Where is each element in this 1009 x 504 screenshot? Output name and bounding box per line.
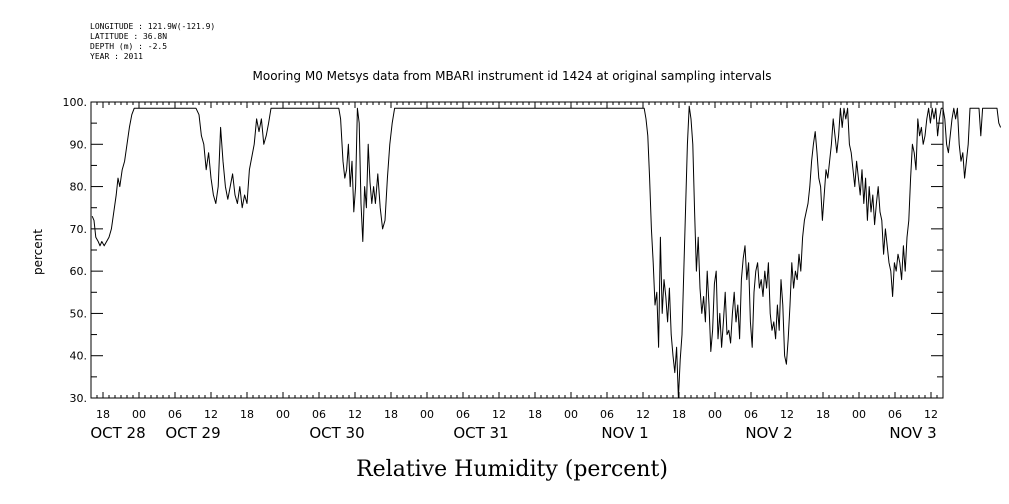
series-layer <box>91 105 1002 399</box>
y-tick-label: 70. <box>70 223 88 236</box>
x-date-label: OCT 31 <box>453 424 508 442</box>
humidity-series-line <box>91 105 1002 399</box>
x-tick-label: 12 <box>204 408 218 421</box>
x-tick-label: 18 <box>240 408 254 421</box>
x-tick-label: 06 <box>744 408 758 421</box>
x-tick-label: 12 <box>348 408 362 421</box>
x-tick-label: 06 <box>312 408 326 421</box>
x-date-label: NOV 1 <box>601 424 648 442</box>
x-tick-label: 12 <box>492 408 506 421</box>
x-axis-label: Relative Humidity (percent) <box>356 457 668 482</box>
y-tick-label: 60. <box>70 265 88 278</box>
plot-border <box>90 101 944 399</box>
metadata-header: LONGITUDE : 121.9W(-121.9) LATITUDE : 36… <box>90 22 215 62</box>
chart-title: Mooring M0 Metsys data from MBARI instru… <box>253 69 772 83</box>
y-tick-label: 80. <box>70 181 88 194</box>
x-tick-label: 00 <box>420 408 434 421</box>
y-tick-label: 40. <box>70 350 88 363</box>
plot-frame <box>90 101 944 399</box>
x-tick-label: 18 <box>816 408 830 421</box>
x-tick-label: 18 <box>528 408 542 421</box>
y-tick-label: 100. <box>63 96 88 109</box>
x-tick-label: 00 <box>564 408 578 421</box>
y-tick-label: 90. <box>70 138 88 151</box>
x-tick-label: 12 <box>924 408 938 421</box>
x-tick-label: 18 <box>96 408 110 421</box>
y-axis-label: percent <box>31 229 45 275</box>
longitude-text: LONGITUDE : 121.9W(-121.9) <box>90 22 216 31</box>
x-tick-label: 00 <box>852 408 866 421</box>
x-date-label: NOV 2 <box>745 424 792 442</box>
x-tick-label: 12 <box>636 408 650 421</box>
x-tick-label: 12 <box>780 408 794 421</box>
x-tick-label: 06 <box>600 408 614 421</box>
x-tick-label: 06 <box>888 408 902 421</box>
x-tick-label: 18 <box>672 408 686 421</box>
y-tick-label: 50. <box>70 307 88 320</box>
x-tick-label: 00 <box>132 408 146 421</box>
x-tick-label: 18 <box>384 408 398 421</box>
x-tick-label: 00 <box>708 408 722 421</box>
depth-text: DEPTH (m) : -2.5 <box>90 42 168 51</box>
y-axis: 30. 40. 50. 60. 70. 80. 90. 100. <box>63 96 943 405</box>
x-axis: 18 00 06 12 18 00 06 12 18 00 06 12 18 00 06 12 18 00 06 12… <box>90 102 944 442</box>
x-tick-label: 06 <box>456 408 470 421</box>
x-tick-label: 00 <box>276 408 290 421</box>
x-date-label: OCT 28 <box>90 424 145 442</box>
year-text: YEAR : 2011 <box>90 52 143 61</box>
latitude-text: LATITUDE : 36.8N <box>90 32 168 41</box>
y-tick-label: 30. <box>70 392 88 405</box>
x-tick-label: 06 <box>168 408 182 421</box>
x-date-label: OCT 30 <box>309 424 364 442</box>
x-date-label: OCT 29 <box>165 424 220 442</box>
x-date-label: NOV 3 <box>889 424 936 442</box>
